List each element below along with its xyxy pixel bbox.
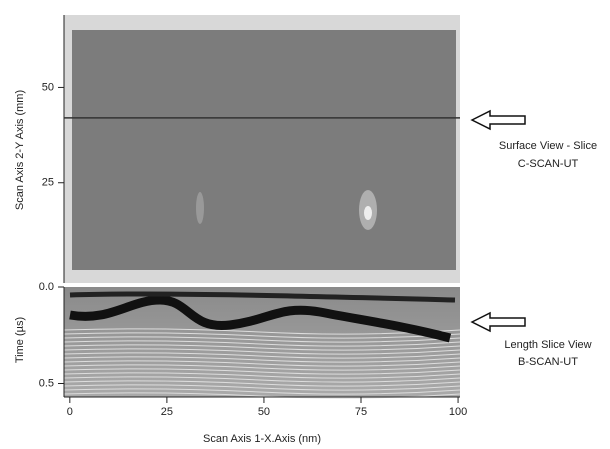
arrow [470, 109, 526, 131]
annotation: Surface View - Slice [499, 140, 597, 152]
c-scan-surface [72, 30, 456, 270]
echo-stripe [63, 344, 461, 351]
annotation: C-SCAN-UT [518, 158, 579, 170]
x-tick-label: 25 [161, 406, 173, 418]
echo-stripe [63, 384, 461, 391]
front-echo [69, 291, 456, 303]
arrow [470, 311, 526, 333]
y-axis-label: Time (µs) [14, 317, 26, 363]
x-tick-label: 0 [67, 406, 73, 418]
x-tick-label: 50 [258, 406, 270, 418]
y-axis-label: Scan Axis 2-Y Axis (mm) [14, 90, 26, 210]
echo-stripe [63, 348, 461, 355]
echo-stripe [63, 376, 461, 383]
echo-stripe [63, 332, 461, 339]
echo-stripe [63, 356, 461, 363]
echo-stripe [63, 372, 461, 379]
y-tick-label: 50 [42, 81, 54, 93]
y-tick-label: 0.0 [39, 281, 54, 293]
echo-stripe [63, 364, 461, 371]
x-tick-label: 75 [355, 406, 367, 418]
echo-stripe [63, 380, 461, 387]
x-tick-label: 100 [449, 406, 467, 418]
echo-stripe [63, 388, 461, 395]
echo-stripe [63, 368, 461, 375]
echo-stripe [63, 340, 461, 347]
y-tick-label: 25 [42, 177, 54, 189]
echo-stripe [63, 336, 461, 343]
y-tick-label: 0.5 [39, 377, 54, 389]
annotation: B-SCAN-UT [518, 356, 578, 368]
x-axis-label: Scan Axis 1-X.Axis (nm) [203, 433, 321, 445]
defect [196, 192, 204, 224]
back-wall-echo [69, 295, 452, 343]
echo-stripe [63, 328, 461, 335]
echo-stripe [63, 360, 461, 367]
defect [364, 206, 372, 220]
annotation: Length Slice View [504, 339, 591, 351]
echo-stripe [63, 352, 461, 359]
